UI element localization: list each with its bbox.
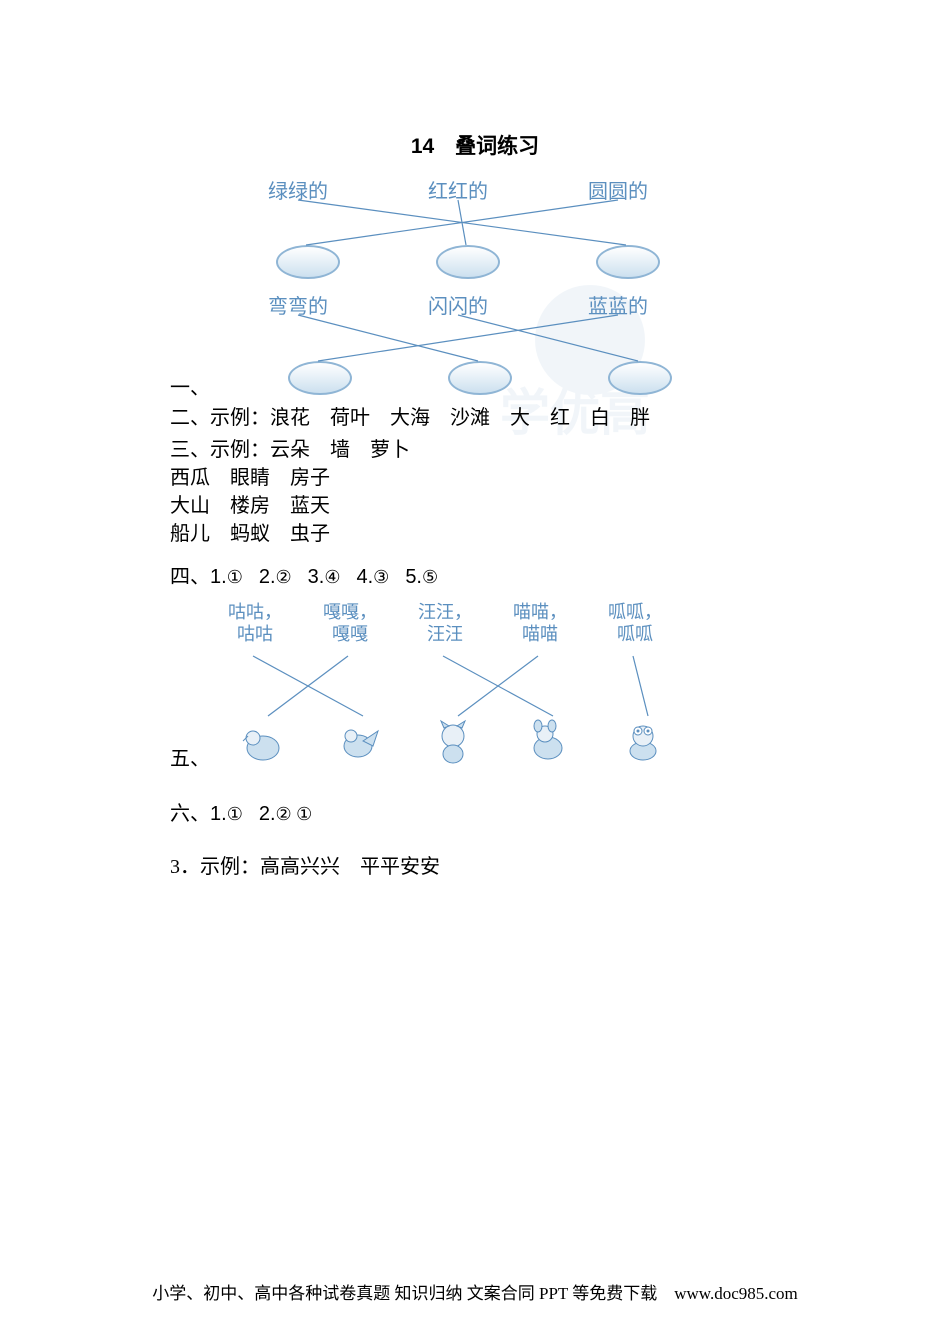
section-2-prefix: 二、示例： [170,407,270,429]
answer-item: 1.① [210,803,243,825]
diagram1-lines [218,175,688,400]
word: 大 [510,404,530,432]
word: 眼睛 [230,464,270,492]
section-4-answers: 1.① 2.② 3.④ 4.③ 5.⑤ [210,566,454,588]
word: 墙 [330,436,350,464]
word: 西瓜 [170,464,210,492]
word: 沙滩 [450,404,490,432]
answer-item: 2.② ① [259,803,312,825]
word: 胖 [630,404,650,432]
answer-item: 1.① [210,566,243,588]
answer-item: 2.② [259,566,292,588]
section-3-line: 船儿蚂蚁虫子 [170,520,780,548]
diagram2-lines [218,601,698,771]
word: 房子 [290,464,330,492]
answer-item: 4.③ [356,566,389,588]
section-1-label: 一、 [170,371,210,400]
matching-diagram-2: 咕咕，咕咕嘎嘎，嘎嘎汪汪，汪汪喵喵，喵喵呱呱，呱呱 [218,601,698,771]
word: 船儿 [170,520,210,548]
section-6: 六、1.① 2.② ① [170,797,780,826]
section-3-prefix: 三、示例： [170,439,270,461]
section-6-3-text: 高高兴兴 平平安安 [260,856,440,878]
title-number: 14 [411,135,434,158]
word: 浪花 [270,404,310,432]
word: 荷叶 [330,404,370,432]
answer-item: 3.④ [308,566,341,588]
section-6-prefix: 六、 [170,803,210,825]
section-4-prefix: 四、 [170,566,210,588]
section-5: 五、 咕咕，咕咕嘎嘎，嘎嘎汪汪，汪汪喵喵，喵喵呱呱，呱呱 [170,601,780,771]
section-3-line: 大山楼房蓝天 [170,492,780,520]
word: 大海 [390,404,430,432]
section-5-label: 五、 [170,742,210,771]
matching-diagram-1: 绿绿的 红红的 圆圆的 弯弯的 闪闪的 蓝蓝的 [218,175,688,400]
word: 蓝天 [290,492,330,520]
page-title: 14 叠词练习 [170,130,780,160]
page-content: 14 叠词练习 一、 绿绿的 红红的 圆圆的 弯弯的 闪闪的 蓝蓝的 [0,0,950,879]
section-6-3-prefix: 3．示例： [170,856,260,878]
page-footer: 小学、初中、高中各种试卷真题 知识归纳 文案合同 PPT 等免费下载 www.d… [0,1279,950,1304]
word: 楼房 [230,492,270,520]
word: 萝卜 [370,436,410,464]
word: 大山 [170,492,210,520]
title-text: 叠词练习 [455,134,539,158]
word: 白 [590,404,610,432]
section-2: 二、示例：浪花荷叶大海沙滩大红白胖 [170,404,780,432]
section-6-3: 3．示例：高高兴兴 平平安安 [170,850,780,879]
section-4: 四、1.① 2.② 3.④ 4.③ 5.⑤ [170,560,780,589]
section-3-lines: 西瓜眼睛房子大山楼房蓝天船儿蚂蚁虫子 [170,464,780,548]
section-2-words: 浪花荷叶大海沙滩大红白胖 [270,407,670,429]
word: 红 [550,404,570,432]
section-1: 一、 绿绿的 红红的 圆圆的 弯弯的 闪闪的 蓝蓝的 [170,175,780,400]
section-3-line: 西瓜眼睛房子 [170,464,780,492]
word: 虫子 [290,520,330,548]
section-3: 三、示例：云朵墙萝卜 [170,436,780,464]
word: 蚂蚁 [230,520,270,548]
answer-item: 5.⑤ [405,566,438,588]
section-6-answers: 1.① 2.② ① [210,803,328,825]
section-3-line1: 云朵墙萝卜 [270,439,430,461]
word: 云朵 [270,436,310,464]
